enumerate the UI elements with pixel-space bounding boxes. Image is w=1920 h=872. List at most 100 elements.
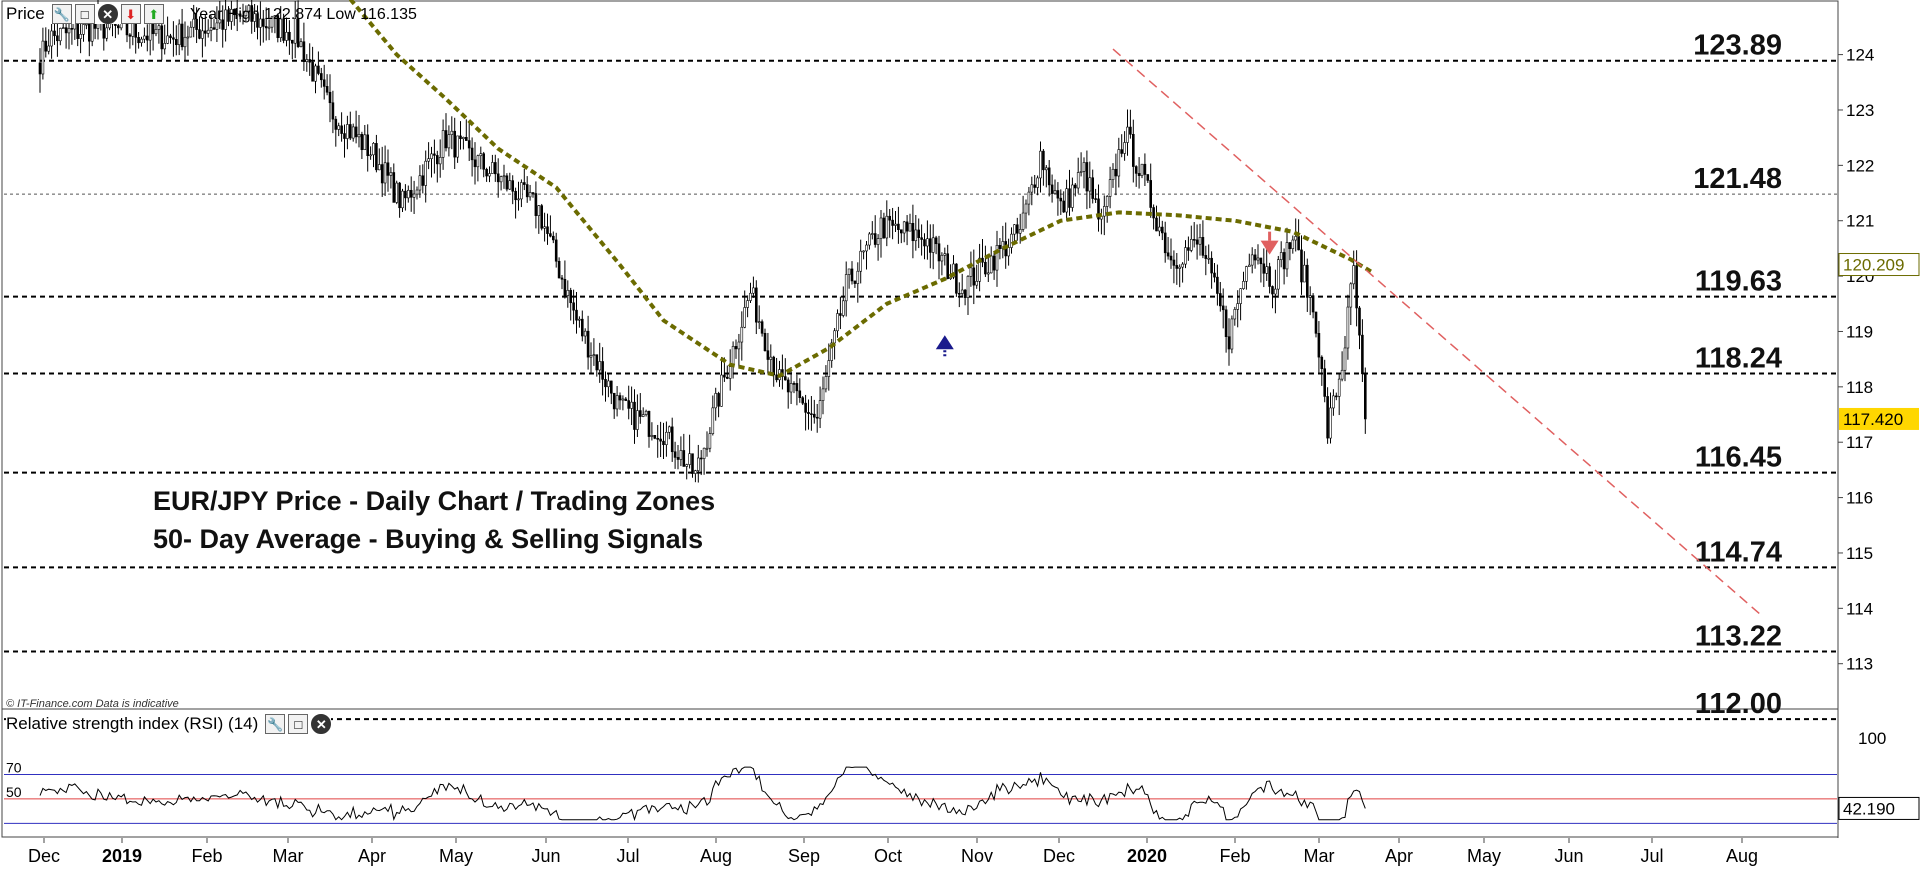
candle-body [760, 321, 764, 334]
close-icon[interactable]: ✕ [311, 714, 332, 734]
candle-body [966, 275, 970, 298]
candle-body [546, 226, 549, 234]
candle-body [61, 27, 65, 29]
candle-body [975, 280, 979, 286]
price-panel-label: Price [6, 4, 45, 23]
level-label: 113.22 [1695, 621, 1782, 653]
candle-body [641, 414, 645, 417]
candle-body [259, 18, 262, 28]
candle-body [261, 18, 265, 27]
candle-body [160, 25, 164, 50]
candle-body [984, 261, 987, 275]
x-tick-label: Dec [1043, 846, 1075, 866]
candle-body [331, 102, 335, 120]
arrow-up-icon[interactable]: ⬆ [143, 4, 164, 24]
candle-body [850, 268, 854, 282]
candle-body [665, 431, 668, 446]
candle-body [322, 79, 326, 87]
candle-body [882, 217, 886, 239]
candle-body [1265, 266, 1268, 274]
candle-body [905, 221, 909, 232]
candle-body [502, 175, 506, 178]
candle-body [638, 410, 642, 417]
window-icon[interactable]: □ [288, 714, 309, 734]
candle-body [395, 182, 399, 203]
candle-body [656, 438, 660, 440]
candle-body [676, 457, 680, 460]
candle-body [528, 192, 532, 198]
candle-body [598, 361, 602, 371]
wrench-icon[interactable]: 🔧 [51, 4, 72, 24]
candle-body [1201, 237, 1205, 256]
candle-body [957, 293, 961, 295]
candle-body [1340, 369, 1344, 380]
candle-body [859, 250, 863, 272]
candle-body [592, 354, 596, 356]
candle-body [926, 238, 929, 247]
candle-body [998, 245, 1002, 249]
candle-body [931, 237, 935, 253]
candle-body [1085, 162, 1089, 192]
candle-body [725, 376, 729, 379]
candle-body [1291, 239, 1295, 249]
candle-body [227, 9, 230, 22]
candle-body [273, 15, 277, 18]
candle-body [1311, 295, 1315, 313]
candle-body [131, 22, 135, 37]
arrow-down-icon[interactable]: ⬇ [120, 4, 141, 24]
x-tick-label: 2020 [1127, 846, 1167, 866]
candle-body [1221, 305, 1225, 311]
candle-body [441, 130, 445, 158]
rsi-level-label: 70 [6, 759, 22, 775]
candle-body [1158, 226, 1161, 232]
candle-body [960, 289, 964, 294]
candle-body [334, 118, 338, 130]
candle-body [76, 23, 79, 39]
candle-body [247, 5, 251, 12]
candle-body [969, 267, 973, 277]
wrench-icon[interactable]: 🔧 [265, 714, 286, 734]
candle-body [166, 35, 169, 44]
candle-body [279, 18, 283, 38]
candle-body [1088, 177, 1092, 192]
price-tick-label: 116 [1846, 489, 1873, 508]
window-icon[interactable]: □ [74, 4, 95, 24]
candle-body [293, 18, 297, 44]
candle-body [917, 229, 921, 238]
candle-body [433, 153, 436, 156]
candle-body [1352, 265, 1355, 285]
candle-body [723, 374, 726, 378]
close-icon[interactable]: ✕ [97, 4, 118, 24]
candle-body [346, 124, 349, 139]
candle-body [1163, 232, 1167, 254]
candle-body [70, 28, 74, 30]
last-price-label: 117.420 [1843, 410, 1903, 429]
candle-body [311, 61, 314, 82]
candle-body [772, 356, 776, 376]
candle-body [595, 354, 599, 371]
last-price-tag [1839, 407, 1919, 430]
price-tick-label: 118 [1846, 378, 1873, 397]
candle-body [438, 157, 442, 165]
candle-body [175, 38, 178, 46]
candle-body [830, 342, 834, 361]
candle-body [644, 410, 648, 415]
candle-body [56, 35, 59, 42]
candle-body [264, 26, 268, 29]
candle-body [299, 41, 303, 47]
candle-body [627, 400, 631, 409]
candle-body [821, 388, 825, 401]
candle-body [543, 226, 546, 229]
candle-body [1071, 184, 1074, 208]
candle-body [1358, 307, 1361, 336]
candle-body [1317, 333, 1321, 358]
candle-body [354, 126, 358, 138]
candle-body [476, 155, 480, 168]
candle-body [911, 222, 915, 242]
x-tick-label: 2019 [102, 846, 142, 866]
x-tick-label: Apr [1385, 846, 1413, 866]
candle-body [491, 162, 494, 174]
candle-body [276, 15, 280, 38]
candle-body [537, 205, 541, 216]
candle-body [1187, 247, 1190, 251]
